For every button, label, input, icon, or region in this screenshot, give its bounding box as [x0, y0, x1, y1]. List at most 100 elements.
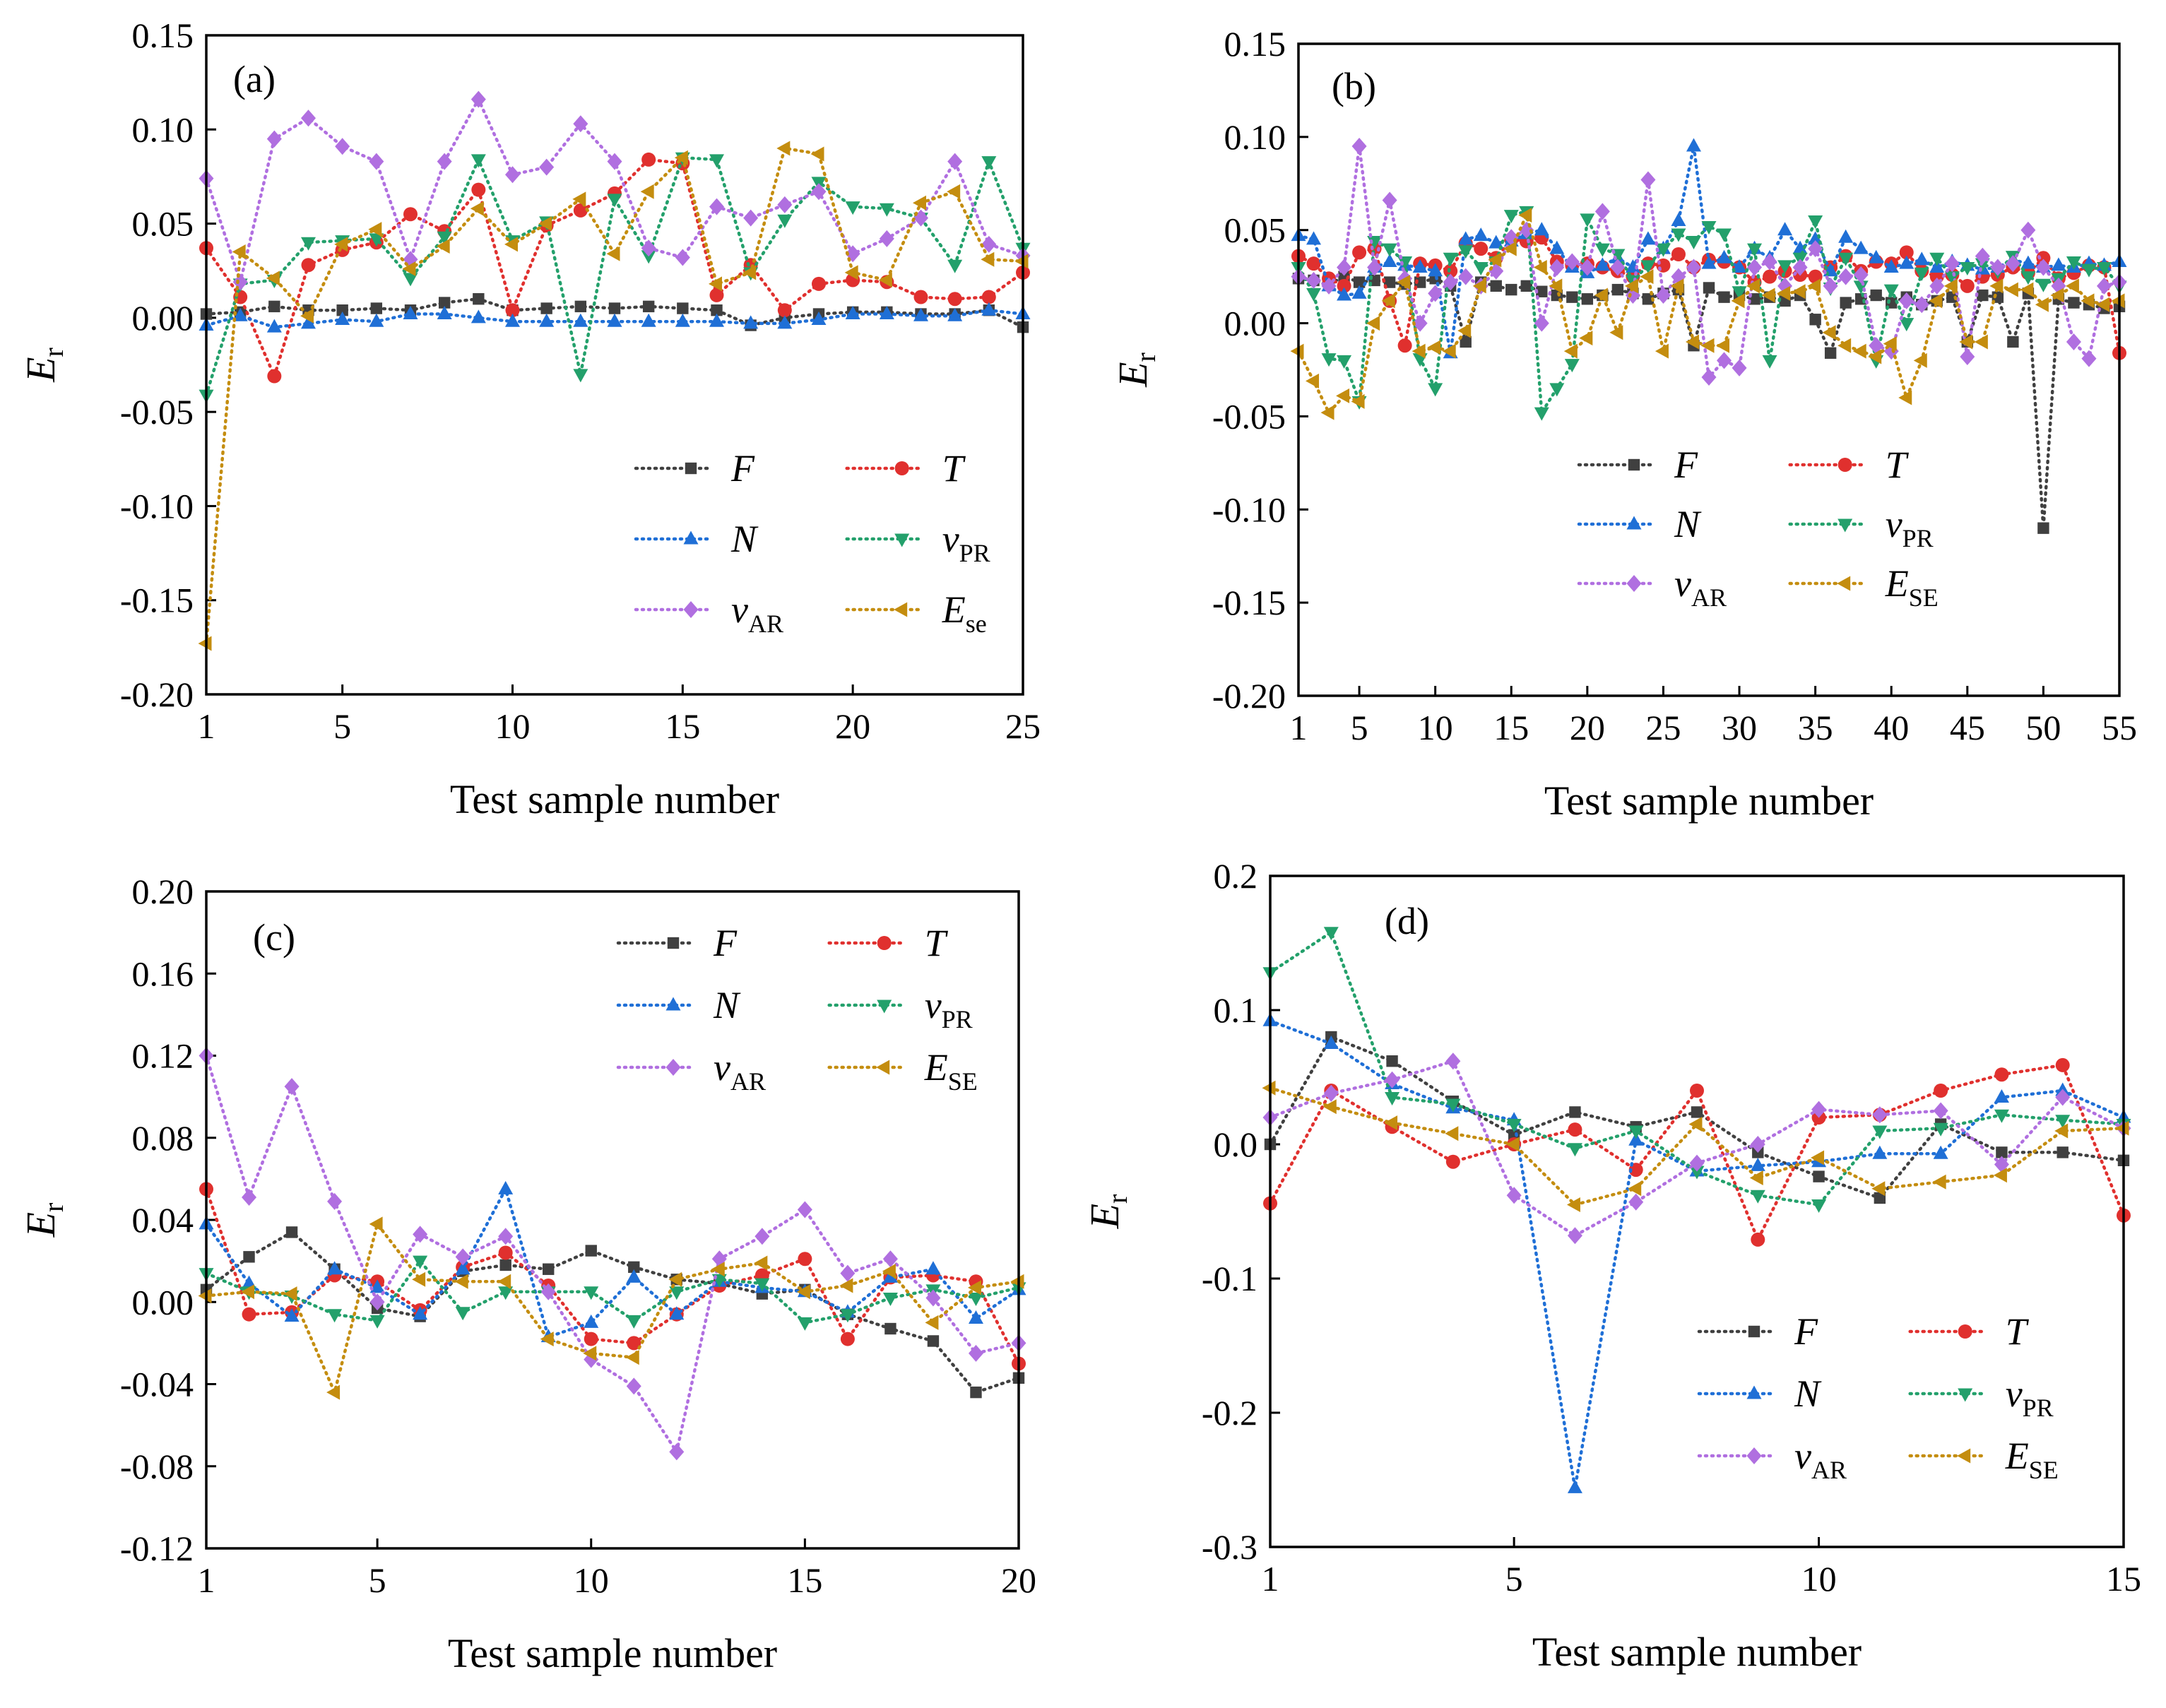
legend-marker-T: [1958, 1324, 1972, 1339]
data-point-T: [1763, 269, 1777, 284]
data-point-vPR: [1337, 355, 1352, 369]
data-point-Ese: [1700, 338, 1715, 353]
data-point-F: [1566, 291, 1578, 303]
y-tick-label: 0.05: [1224, 210, 1286, 250]
y-tick-label: -0.05: [120, 392, 194, 432]
data-point-vAR: [1534, 314, 1549, 332]
data-point-Ese: [2020, 282, 2034, 297]
legend-item-T: T: [1788, 444, 1910, 486]
data-point-vPR: [2081, 263, 2097, 278]
legend: F T N vPR vAR ESE: [616, 922, 978, 1096]
data-point-vPR: [1701, 220, 1717, 235]
data-point-Ese: [1792, 284, 1806, 300]
data-point-vPR: [840, 1309, 856, 1323]
data-point-Ese: [540, 1332, 554, 1347]
data-point-vAR: [1506, 1187, 1522, 1204]
data-point-T: [1352, 245, 1367, 260]
data-point-vPR: [1883, 284, 1899, 298]
legend-marker-vAR: [683, 601, 699, 618]
data-point-vPR: [1445, 1098, 1461, 1113]
data-point-vAR: [1686, 259, 1701, 276]
data-point-F: [336, 304, 348, 316]
data-point-N: [2051, 257, 2066, 271]
data-point-vAR: [2096, 277, 2112, 295]
series-F: [1264, 1031, 2130, 1204]
data-point-N: [1489, 235, 1504, 249]
x-axis-title: Test sample number: [450, 776, 779, 822]
x-tick-label: 15: [2106, 1559, 2141, 1599]
legend-label: ESE: [924, 1046, 978, 1096]
data-point-Ese: [1688, 1117, 1703, 1132]
data-point-F: [1569, 1106, 1581, 1118]
data-point-N: [1428, 263, 1443, 277]
series-line-vPR: [204, 1258, 1021, 1324]
x-tick-label: 30: [1722, 708, 1757, 747]
data-point-Ese: [844, 265, 858, 280]
y-tick-label: -0.04: [120, 1365, 194, 1404]
data-point-F: [473, 293, 485, 305]
data-point-T: [777, 303, 792, 318]
data-point-vPR: [1655, 243, 1671, 257]
data-point-T: [2055, 1057, 2070, 1072]
y-tick-label: 0.10: [1224, 117, 1286, 157]
data-point-F: [642, 300, 655, 313]
data-point-vPR: [1458, 245, 1474, 259]
data-point-N: [913, 307, 928, 321]
data-point-Ese: [754, 1255, 768, 1271]
series-line-F: [1296, 275, 2121, 528]
data-point-vAR: [1792, 259, 1808, 276]
data-point-Ese: [967, 1280, 981, 1295]
data-point-F: [438, 297, 451, 309]
data-point-vPR: [777, 214, 793, 228]
data-point-N: [1914, 251, 1929, 266]
series-F: [200, 293, 1029, 333]
series-line-F: [204, 1230, 1021, 1394]
x-tick-label: 10: [1418, 708, 1453, 747]
data-point-Ese: [1655, 343, 1669, 359]
data-point-F: [1874, 1192, 1886, 1204]
series-Ese: [1262, 1080, 2129, 1212]
legend: F T N vPR vAR Ese: [634, 447, 990, 638]
data-point-N: [1306, 231, 1322, 245]
data-point-vPR: [968, 1292, 983, 1306]
data-point-Ese: [1749, 1170, 1763, 1185]
data-point-vPR: [1811, 1199, 1827, 1213]
data-point-vPR: [1960, 261, 1975, 275]
data-point-vAR: [369, 1293, 385, 1311]
data-point-N: [413, 1306, 428, 1320]
legend-label: ESE: [1885, 562, 1939, 612]
data-point-F: [2056, 1146, 2069, 1158]
series-Ese: [198, 1216, 1024, 1400]
data-point-Ese: [2035, 297, 2049, 312]
data-point-N: [1853, 240, 1869, 254]
series-line-N: [1268, 1019, 2126, 1488]
data-point-Ese: [1579, 331, 1593, 346]
data-point-vAR: [437, 153, 452, 170]
data-point-N: [1567, 1479, 1582, 1493]
legend-marker-vPR: [894, 533, 910, 547]
x-tick-label: 5: [333, 706, 351, 746]
data-point-vPR: [369, 1315, 385, 1329]
data-point-vPR: [1382, 243, 1397, 257]
data-point-Ese: [1716, 338, 1730, 353]
data-point-Ese: [1989, 278, 2004, 294]
legend-label: vPR: [1886, 503, 1934, 552]
y-tick-label: -0.1: [1202, 1259, 1257, 1298]
y-tick-label: -0.3: [1202, 1527, 1257, 1567]
data-point-vPR: [1747, 243, 1763, 257]
data-point-T: [573, 203, 588, 218]
y-tick-label: -0.20: [1212, 676, 1286, 716]
legend-item-Ese: ESE: [1908, 1435, 2059, 1484]
data-point-N: [743, 315, 759, 329]
data-point-F: [1386, 1055, 1398, 1067]
data-point-vPR: [2035, 278, 2051, 292]
data-point-F: [1870, 289, 1882, 302]
data-point-vAR: [1899, 292, 1915, 309]
data-point-vAR: [709, 198, 724, 215]
data-point-N: [777, 315, 793, 329]
x-tick-label: 15: [787, 1560, 822, 1600]
legend-marker-Ese: [1837, 576, 1851, 591]
data-point-F: [1840, 297, 1852, 309]
data-point-N: [471, 309, 486, 324]
data-point-F: [1611, 283, 1624, 296]
